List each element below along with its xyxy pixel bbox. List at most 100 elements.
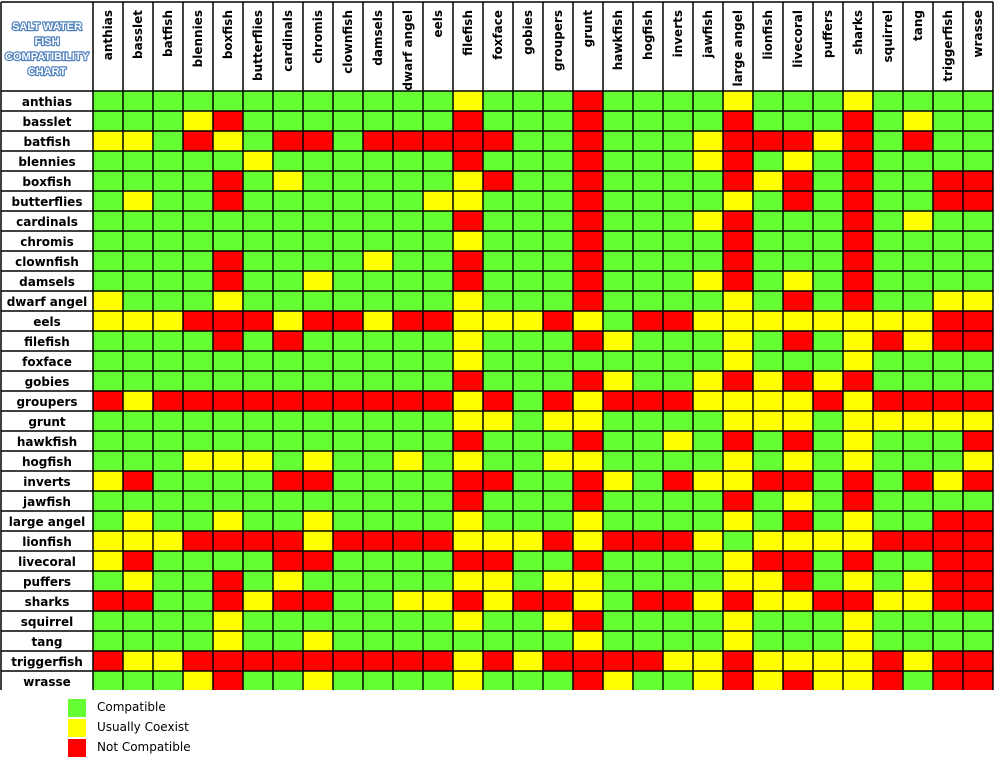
heatmap-cell — [513, 151, 543, 171]
heatmap-cell — [393, 331, 423, 351]
heatmap-cell — [483, 431, 513, 451]
heatmap-cell — [693, 291, 723, 311]
heatmap-cell — [93, 271, 123, 291]
heatmap-cell — [363, 131, 393, 151]
heatmap-cell — [363, 351, 393, 371]
heatmap-cell — [483, 151, 513, 171]
heatmap-cell — [693, 191, 723, 211]
heatmap-cell — [903, 611, 933, 631]
heatmap-cell — [663, 291, 693, 311]
heatmap-cell — [393, 91, 423, 111]
heatmap-cell — [543, 411, 573, 431]
heatmap-cell — [393, 131, 423, 151]
heatmap-cell — [93, 651, 123, 671]
heatmap-cell — [393, 571, 423, 591]
heatmap-cell — [753, 171, 783, 191]
heatmap-cell — [213, 351, 243, 371]
heatmap-cell — [693, 391, 723, 411]
heatmap-cell — [813, 151, 843, 171]
heatmap-cell — [933, 431, 963, 451]
heatmap-cell — [543, 511, 573, 531]
heatmap-cell — [903, 91, 933, 111]
heatmap-cell — [423, 351, 453, 371]
heatmap-cell — [483, 111, 513, 131]
heatmap-cell — [453, 671, 483, 690]
column-header: groupers — [551, 10, 565, 71]
column-header: sharks — [851, 10, 865, 55]
heatmap-cell — [483, 271, 513, 291]
heatmap-cell — [843, 511, 873, 531]
heatmap-cell — [573, 151, 603, 171]
heatmap-cell — [453, 411, 483, 431]
heatmap-cell — [633, 91, 663, 111]
heatmap-cell — [873, 251, 903, 271]
heatmap-cell — [873, 351, 903, 371]
heatmap-cell — [213, 451, 243, 471]
heatmap-cell — [303, 111, 333, 131]
heatmap-cell — [783, 191, 813, 211]
heatmap-cell — [513, 331, 543, 351]
heatmap-cell — [213, 391, 243, 411]
heatmap-cell — [243, 151, 273, 171]
heatmap-cell — [663, 451, 693, 471]
heatmap-cell — [123, 591, 153, 611]
heatmap-cell — [903, 331, 933, 351]
heatmap-cell — [783, 591, 813, 611]
heatmap-cell — [273, 511, 303, 531]
heatmap-cell — [183, 231, 213, 251]
heatmap-cell — [543, 151, 573, 171]
heatmap-cell — [243, 611, 273, 631]
heatmap-cell — [333, 251, 363, 271]
heatmap-cell — [903, 431, 933, 451]
heatmap-cell — [93, 371, 123, 391]
heatmap-cell — [873, 231, 903, 251]
heatmap-cell — [513, 651, 543, 671]
heatmap-cell — [573, 411, 603, 431]
heatmap-cell — [423, 671, 453, 690]
heatmap-cell — [333, 111, 363, 131]
heatmap-cell — [183, 591, 213, 611]
heatmap-cell — [543, 91, 573, 111]
heatmap-cell — [783, 491, 813, 511]
heatmap-cell — [423, 571, 453, 591]
compatibility-chart: SALT WATER FISH COMPATIBILITY CHART anthias… — [0, 1, 994, 690]
heatmap-cell — [453, 291, 483, 311]
heatmap-cell — [723, 111, 753, 131]
heatmap-cell — [483, 511, 513, 531]
heatmap-cell — [363, 111, 393, 131]
heatmap-cell — [873, 271, 903, 291]
heatmap-cell — [423, 171, 453, 191]
heatmap-cell — [153, 371, 183, 391]
heatmap-cell — [483, 131, 513, 151]
heatmap-cell — [963, 271, 993, 291]
heatmap-cell — [513, 351, 543, 371]
column-header: squirrel — [881, 10, 895, 62]
heatmap-cell — [963, 651, 993, 671]
heatmap-cell — [123, 171, 153, 191]
heatmap-cell — [93, 391, 123, 411]
heatmap-cell — [663, 651, 693, 671]
chart-title-line: COMPATIBILITY — [5, 51, 90, 63]
heatmap-cell — [963, 231, 993, 251]
heatmap-cell — [93, 571, 123, 591]
column-header: puffers — [821, 10, 835, 58]
heatmap-cell — [453, 131, 483, 151]
row-label: blennies — [18, 155, 75, 169]
heatmap-cell — [303, 211, 333, 231]
heatmap-cell — [243, 431, 273, 451]
heatmap-cell — [243, 211, 273, 231]
row-label: wrasse — [23, 675, 71, 689]
row-label: basslet — [23, 115, 72, 129]
heatmap-cell — [663, 391, 693, 411]
heatmap-cell — [753, 471, 783, 491]
heatmap-cell — [873, 371, 903, 391]
column-header: cardinals — [281, 10, 295, 72]
heatmap-cell — [303, 271, 333, 291]
heatmap-cell — [933, 591, 963, 611]
row-labels: anthias basslet batfish blennies boxfish butt… — [7, 95, 88, 689]
heatmap-cell — [393, 351, 423, 371]
heatmap-cell — [153, 391, 183, 411]
heatmap-cell — [183, 91, 213, 111]
heatmap-cell — [783, 111, 813, 131]
heatmap-cell — [483, 371, 513, 391]
